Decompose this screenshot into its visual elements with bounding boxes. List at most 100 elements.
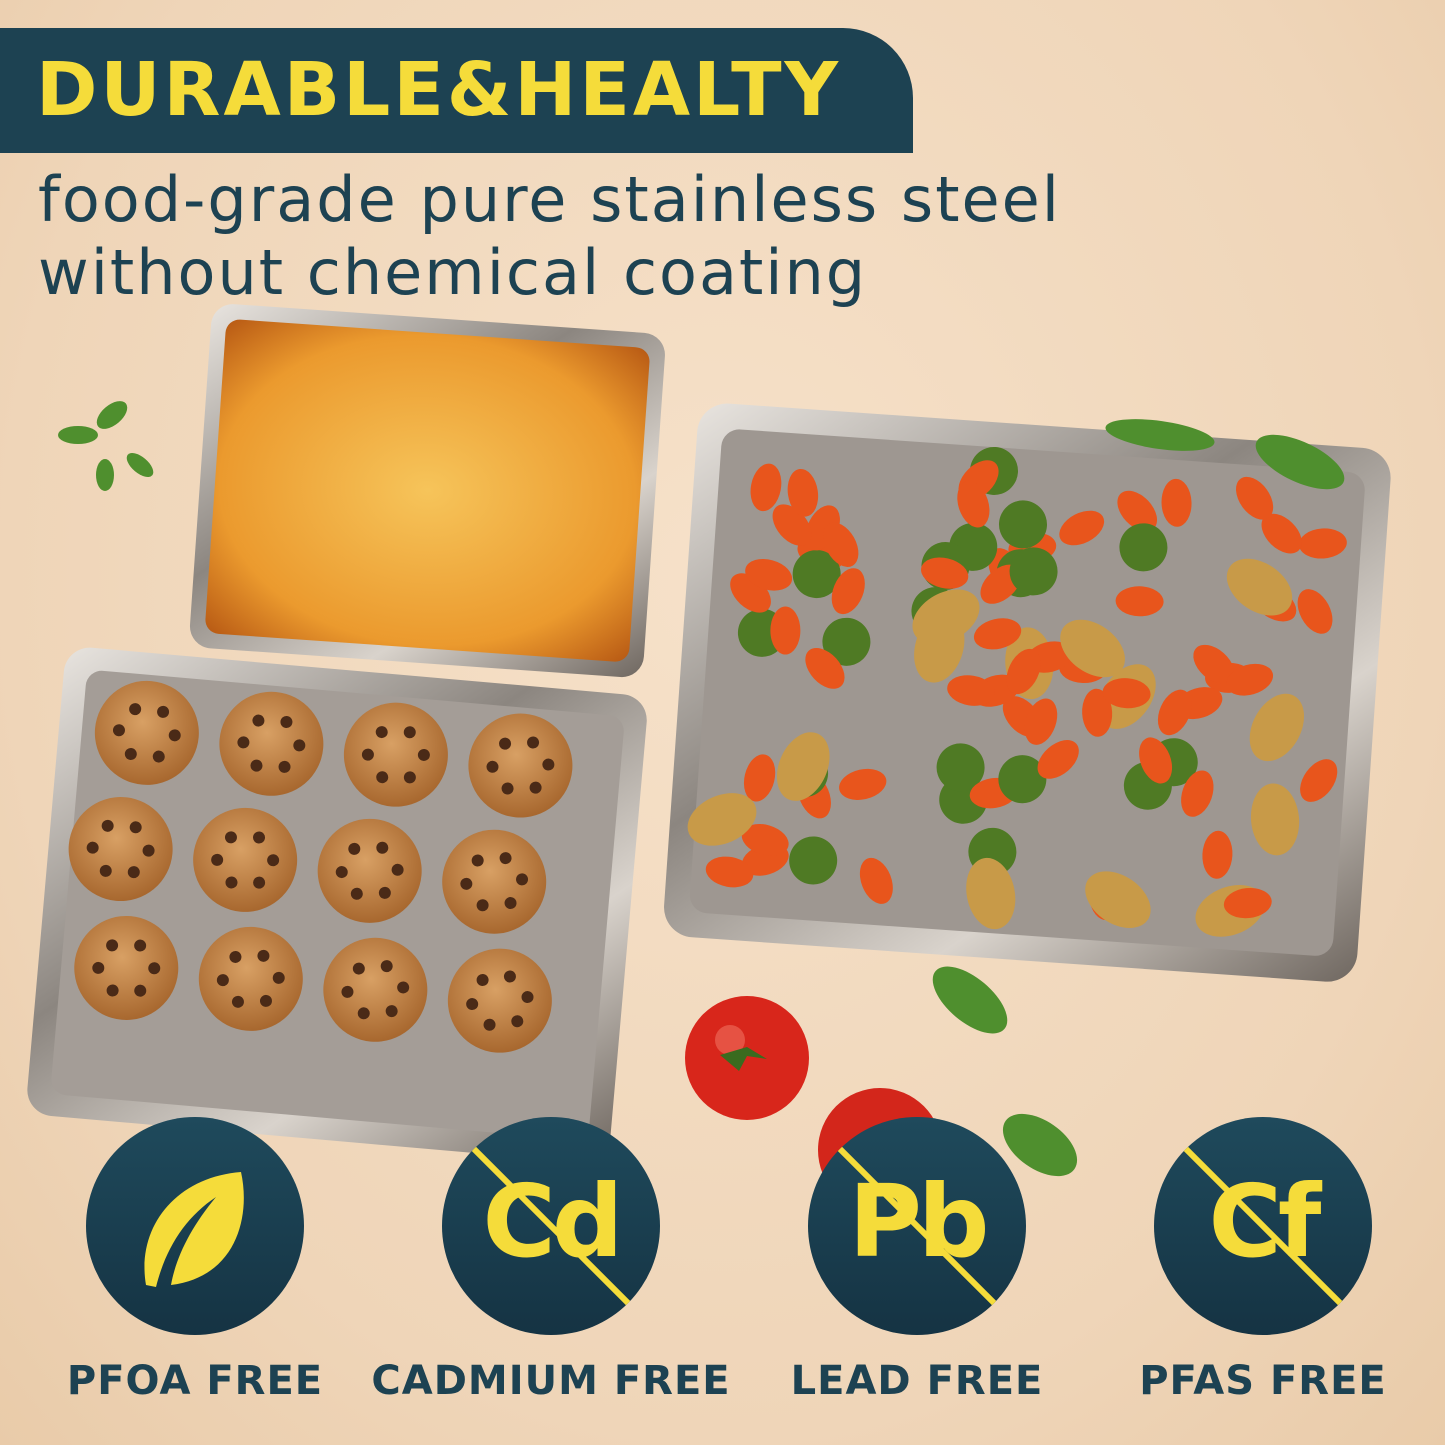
potato — [776, 732, 830, 801]
chocolate-chip — [501, 782, 514, 795]
carrot — [973, 618, 1022, 650]
chocolate-chip — [124, 748, 137, 761]
chocolate-chip — [225, 876, 238, 889]
chocolate-chip — [134, 939, 147, 952]
carrot — [831, 568, 865, 615]
chocolate-chip — [127, 866, 140, 879]
leaf-icon — [86, 1117, 304, 1335]
chocolate-chip — [168, 729, 181, 742]
chocolate-chip — [157, 705, 170, 718]
broccoli — [998, 500, 1047, 549]
chocolate-chip — [378, 886, 391, 899]
potato — [1060, 619, 1125, 678]
carrot — [770, 606, 801, 655]
carrot — [823, 522, 859, 567]
chocolate-chip — [112, 724, 125, 737]
carrot — [957, 480, 990, 528]
chocolate-chip — [257, 949, 270, 962]
carrot — [1006, 648, 1041, 695]
broccoli — [1119, 523, 1168, 572]
carrot — [1139, 737, 1173, 784]
broccoli — [998, 755, 1047, 804]
carrot — [1024, 698, 1058, 745]
chocolate-chip — [99, 864, 112, 877]
cookie — [447, 948, 552, 1053]
chocolate-chip — [357, 1007, 370, 1020]
chocolate-chip — [293, 739, 306, 752]
basil-leaves — [58, 401, 1345, 1177]
badge-label: CADMIUM FREE — [371, 1358, 731, 1404]
chocolate-chip — [134, 984, 147, 997]
pfas-crossed-icon: Cf — [1154, 1117, 1372, 1335]
chocolate-chip — [335, 866, 348, 879]
chocolate-chip — [229, 950, 242, 963]
carrot — [1037, 740, 1079, 779]
chocolate-chip — [253, 831, 266, 844]
cookie — [317, 818, 422, 923]
chocolate-chip — [250, 759, 263, 772]
chocolate-chip — [361, 748, 374, 761]
carrot — [1059, 510, 1105, 546]
chocolate-chip — [86, 841, 99, 854]
broccoli — [789, 836, 838, 885]
potato — [1226, 558, 1293, 616]
broccoli — [792, 550, 841, 599]
chocolate-chip — [471, 854, 484, 867]
chocolate-chip — [380, 960, 393, 973]
chocolate-chip — [476, 899, 489, 912]
broccoli — [822, 617, 871, 666]
broccoli — [1009, 547, 1058, 596]
subtitle-line-2: without chemical coating — [38, 236, 868, 309]
carrot — [839, 768, 887, 800]
carrot — [1297, 589, 1333, 634]
carrot — [787, 468, 819, 517]
potato — [1250, 783, 1300, 856]
potato — [912, 589, 980, 645]
chocolate-chip — [129, 703, 142, 716]
chocolate-chip — [231, 995, 244, 1008]
page-title: DURABLE&HEALTY — [36, 47, 842, 133]
carrot — [745, 558, 793, 591]
potato — [966, 857, 1016, 930]
chocolate-chip — [224, 831, 237, 844]
chocolate-chip — [106, 984, 119, 997]
carrot — [743, 754, 776, 802]
carrot — [805, 647, 845, 689]
carrot — [1157, 689, 1192, 736]
carrot — [1300, 759, 1338, 802]
chocolate-chip — [376, 771, 389, 784]
carrot — [741, 823, 789, 856]
chocolate-chip — [385, 1005, 398, 1018]
chocolate-chip — [516, 873, 529, 886]
chocolate-chip — [352, 962, 365, 975]
carrot — [1181, 770, 1214, 817]
chocolate-chip — [499, 737, 512, 750]
chocolate-chip — [486, 760, 499, 773]
carrot — [1298, 528, 1347, 559]
chocolate-chip — [253, 876, 266, 889]
carrot — [921, 557, 969, 589]
chocolate-chip — [499, 852, 512, 865]
chocolate-chip — [148, 962, 161, 975]
cookie — [198, 926, 303, 1031]
chocolate-chip — [278, 760, 291, 773]
chocolate-chip — [101, 819, 114, 832]
carrot — [1261, 513, 1302, 554]
chocolate-chip — [237, 736, 250, 749]
cookie — [74, 915, 179, 1020]
carrot — [1161, 478, 1192, 527]
potato — [1249, 693, 1305, 762]
subtitle-line-1: food-grade pure stainless steel — [38, 163, 1062, 236]
chocolate-chip — [476, 973, 489, 986]
cookie — [468, 713, 573, 818]
chocolate-chip — [106, 939, 119, 952]
cookie — [94, 680, 199, 785]
cookie — [68, 797, 173, 902]
chocolate-chip — [504, 897, 517, 910]
broccoli — [936, 743, 985, 792]
chocolate-chip — [272, 971, 285, 984]
carrot — [1223, 887, 1272, 919]
chocolate-chip — [403, 726, 416, 739]
potato — [1085, 871, 1151, 929]
